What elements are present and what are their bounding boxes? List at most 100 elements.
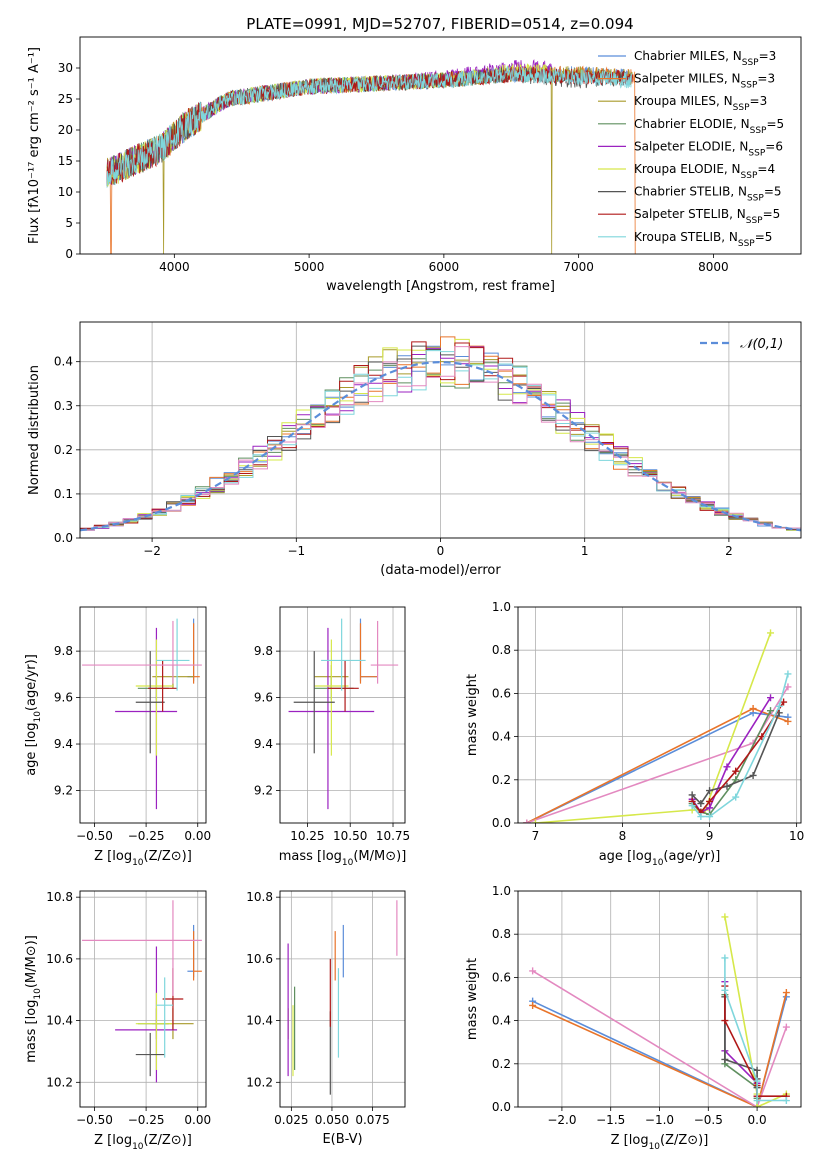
plus-marker bbox=[784, 717, 792, 725]
legend-entry: Salpeter STELIB, NSSP=5 bbox=[634, 207, 780, 226]
errorbar-point bbox=[193, 931, 202, 981]
y-tick-label: 0 bbox=[65, 247, 73, 261]
plus-marker bbox=[780, 698, 788, 706]
x-tick-label: 0.00 bbox=[184, 1113, 211, 1127]
legend: Chabrier MILES, NSSP=3 Salpeter MILES, NS… bbox=[598, 49, 784, 249]
errorbar-point bbox=[156, 977, 173, 1058]
y-tick-label: 5 bbox=[65, 216, 73, 230]
axes-frame bbox=[79, 36, 802, 255]
y-tick-label: 10.6 bbox=[246, 952, 273, 966]
errorbar-point bbox=[82, 620, 202, 684]
weight-line bbox=[724, 986, 787, 1097]
x-axis-label: Z [log10(Z/Z⊙)] bbox=[611, 1133, 709, 1152]
axes-frame bbox=[79, 321, 802, 539]
errorbar-point bbox=[135, 651, 165, 754]
plus-marker bbox=[782, 989, 790, 997]
gaussian-curve bbox=[80, 360, 801, 532]
plus-marker bbox=[753, 1103, 761, 1107]
y-tick-label: 9.2 bbox=[54, 783, 73, 797]
x-tick-label: 10.50 bbox=[333, 829, 367, 843]
panel-age-vs-z: −0.50 −0.25 0.00 9.2 9.4 9.6 9.8 Z [log10(Z/Z⊙)… bbox=[24, 606, 211, 868]
errorbar-point bbox=[359, 623, 378, 684]
x-tick-label: −0.25 bbox=[128, 829, 165, 843]
x-tick-label: −0.50 bbox=[76, 1113, 113, 1127]
weight-line bbox=[532, 992, 788, 1107]
y-tick-label: 0.2 bbox=[492, 1057, 511, 1071]
axes-frame bbox=[79, 890, 207, 1108]
plot-area bbox=[80, 607, 206, 823]
plus-marker bbox=[723, 763, 731, 771]
plus-marker bbox=[706, 797, 714, 805]
x-tick-label: 5000 bbox=[294, 260, 325, 274]
y-tick-label: 10.2 bbox=[246, 1075, 273, 1089]
plus-marker bbox=[767, 629, 775, 637]
plus-marker bbox=[721, 913, 729, 921]
y-tick-label: 15 bbox=[58, 154, 73, 168]
plot-area bbox=[280, 891, 405, 1107]
panel-mass-vs-ebv: 0.025 0.050 0.075 10.2 10.4 10.6 10.8 E(B-V) bbox=[246, 890, 406, 1147]
weight-line bbox=[724, 981, 758, 1097]
y-axis-label: Flux [fλ10⁻¹⁷ erg cm⁻² s⁻¹ A⁻¹] bbox=[27, 47, 42, 244]
panel-weight-vs-z: −2.0 −1.5 −1.0 −0.5 0.0 0.0 0.2 0.4 0.6 0.8 1.0 Z [… bbox=[465, 884, 802, 1152]
y-tick-label: 0.8 bbox=[492, 643, 511, 657]
plus-marker bbox=[732, 793, 740, 801]
plot-area bbox=[518, 607, 801, 823]
panel-mass-vs-z: −0.50 −0.25 0.00 10.2 10.4 10.6 10.8 Z [log10(Z… bbox=[24, 890, 211, 1152]
y-tick-label: 30 bbox=[58, 61, 73, 75]
errorbar-point bbox=[327, 660, 359, 712]
panels: 4000 5000 6000 7000 8000051015202530waveleng… bbox=[24, 36, 804, 1152]
errorbar-point bbox=[370, 620, 399, 684]
legend-entry: Salpeter MILES, NSSP=3 bbox=[634, 72, 775, 91]
legend-entry: Kroupa MILES, NSSP=3 bbox=[634, 94, 767, 113]
panel-spectrum: 4000 5000 6000 7000 8000 0 5 10 15 20 25 30 waveleng… bbox=[27, 36, 802, 294]
y-tick-label: 9.8 bbox=[254, 644, 273, 658]
plus-marker bbox=[723, 782, 731, 790]
errorbar-point bbox=[293, 651, 335, 754]
y-axis-label: age [log10(age/yr)] bbox=[24, 654, 43, 776]
weight-line bbox=[532, 970, 788, 1107]
x-tick-label: 8000 bbox=[698, 260, 729, 274]
plus-marker bbox=[721, 1055, 729, 1063]
plus-marker bbox=[775, 702, 783, 710]
errorbar-point bbox=[135, 992, 173, 1070]
x-tick-label: 0 bbox=[437, 544, 445, 558]
plus-marker bbox=[749, 705, 757, 713]
plus-marker bbox=[697, 800, 705, 808]
y-tick-label: 20 bbox=[58, 123, 73, 137]
axes-frame bbox=[517, 606, 802, 824]
plot-area bbox=[80, 322, 801, 538]
y-tick-label: 9.8 bbox=[54, 644, 73, 658]
spectrum-line bbox=[106, 65, 633, 188]
y-tick-label: 0.3 bbox=[54, 399, 73, 413]
y-tick-label: 9.2 bbox=[254, 783, 273, 797]
y-tick-label: 1.0 bbox=[492, 884, 511, 898]
x-tick-label: −1.0 bbox=[645, 1113, 674, 1127]
x-tick-label: 2 bbox=[725, 544, 733, 558]
axes-frame bbox=[79, 606, 207, 824]
x-axis-label: E(B-V) bbox=[322, 1132, 362, 1147]
y-tick-label: 0.4 bbox=[54, 355, 73, 369]
plus-marker bbox=[721, 1017, 729, 1025]
x-tick-label: 0.050 bbox=[315, 1113, 349, 1127]
x-tick-label: −0.25 bbox=[128, 1113, 165, 1127]
y-tick-label: 10.8 bbox=[246, 890, 273, 904]
x-tick-label: 10.25 bbox=[290, 829, 324, 843]
x-tick-label: 1 bbox=[581, 544, 589, 558]
plus-marker bbox=[706, 804, 714, 812]
axes-frame bbox=[517, 890, 802, 1108]
panel-weight-vs-age: 7 8 9 10 0.0 0.2 0.4 0.6 0.8 1.0 age [log10(age/yr… bbox=[465, 600, 804, 868]
plot-area bbox=[280, 607, 405, 823]
plus-marker bbox=[732, 767, 740, 775]
plus-marker bbox=[753, 1097, 761, 1105]
x-tick-label: 0.025 bbox=[274, 1113, 308, 1127]
panel-age-vs-mass: 10.25 10.50 10.75 9.2 9.4 9.6 9.8 mass [log10(M… bbox=[254, 606, 410, 868]
plus-marker bbox=[782, 1023, 790, 1031]
errorbar-point bbox=[321, 618, 366, 691]
plus-marker bbox=[784, 670, 792, 678]
errorbar-point bbox=[187, 924, 195, 978]
plus-marker bbox=[531, 819, 539, 823]
x-tick-label: 0.0 bbox=[748, 1113, 767, 1127]
x-tick-label: 7000 bbox=[563, 260, 594, 274]
x-tick-label: 4000 bbox=[159, 260, 190, 274]
